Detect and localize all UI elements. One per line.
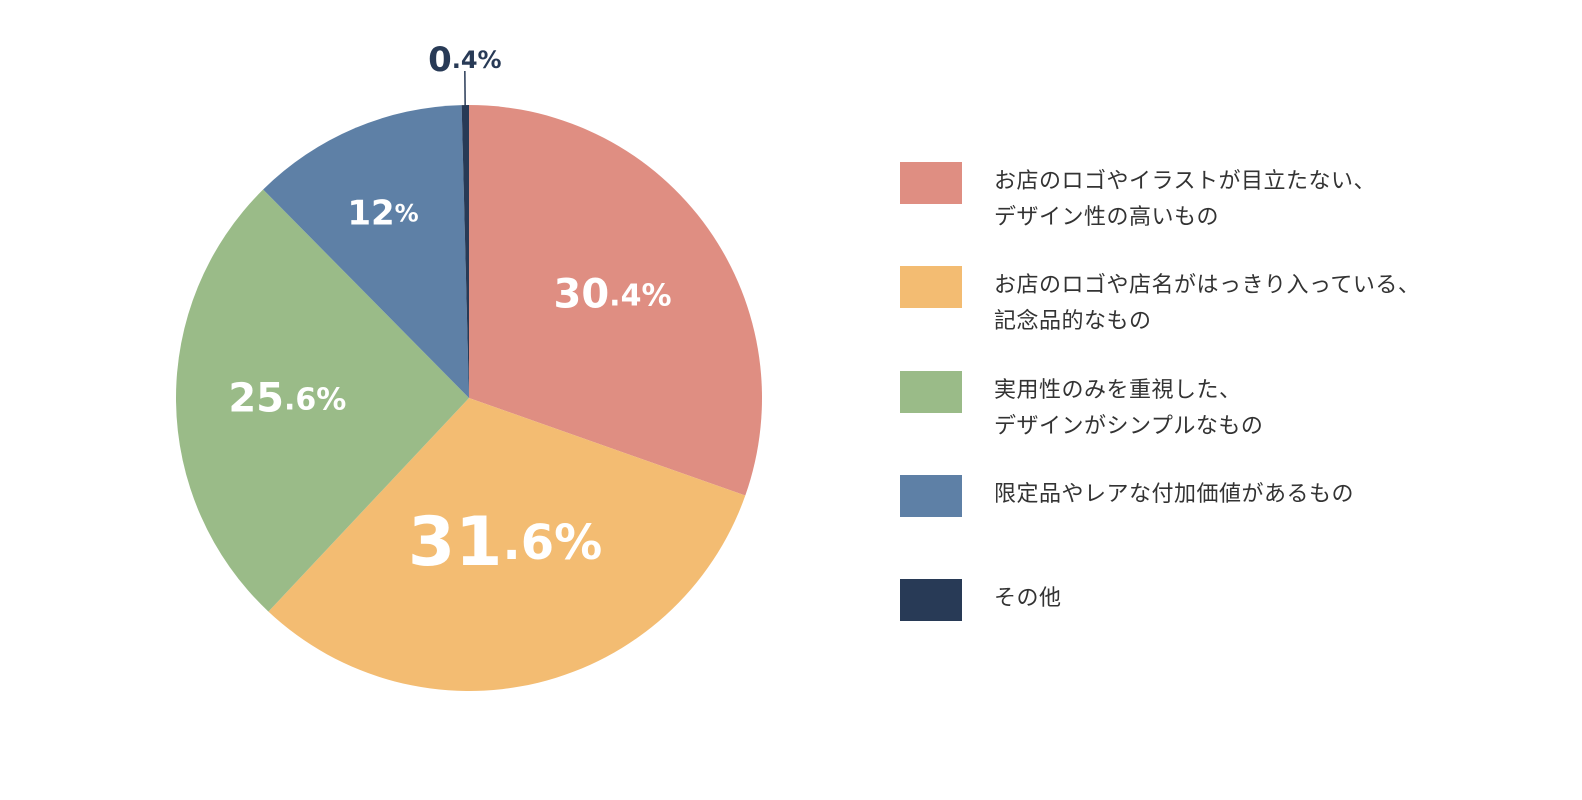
legend-swatch [900,266,962,308]
slice-value-main: 31 [408,503,503,582]
slice-value-main: 25 [228,375,284,421]
legend-swatch [900,162,962,204]
legend-label: お店のロゴや店名がはっきり入っている、 記念品的なもの [994,273,1421,334]
legend-item: 実用性のみを重視した、 デザインがシンプルなもの [900,371,1263,445]
slice-value-suffix: .4% [452,46,502,74]
pie-slice [461,105,469,398]
slice-value-suffix: .4% [609,278,671,313]
slice-value-label: 30.4% [554,271,672,317]
legend-swatch [900,475,962,517]
legend-label: その他 [994,586,1062,611]
pie-slice [469,105,762,496]
pie-slice [175,189,469,612]
slice-value-suffix: .6% [502,515,602,571]
pie-value-labels: 30.4%31.6%25.6%12%0.4% [228,40,671,582]
legend-label: 実用性のみを重視した、 デザインがシンプルなもの [994,378,1264,439]
slice-value-label: 12% [347,193,418,233]
legend-item: お店のロゴや店名がはっきり入っている、 記念品的なもの [900,266,1420,340]
slice-value-main: 30 [554,271,610,317]
legend-label: 限定品やレアな付加価値があるもの [994,482,1355,507]
legend-item: お店のロゴやイラストが目立たない、 デザイン性の高いもの [900,162,1376,236]
slice-value-label: 0.4% [428,40,502,80]
legend-item: その他 [900,579,1062,621]
slice-value-main: 0 [428,40,452,80]
legend-item: 限定品やレアな付加価値があるもの [900,475,1354,517]
slice-value-main: 12 [347,193,394,233]
slice-value-label: 25.6% [228,375,346,421]
legend-swatch [900,579,962,621]
slice-value-suffix: .6% [284,382,346,417]
pie-slice [263,105,469,398]
slice-value-suffix: % [395,200,419,228]
pie-slice [268,398,746,691]
legend-label: お店のロゴやイラストが目立たない、 デザイン性の高いもの [994,169,1377,230]
legend-swatch [900,371,962,413]
pie-slices [175,105,762,691]
slice-value-label: 31.6% [408,503,602,582]
